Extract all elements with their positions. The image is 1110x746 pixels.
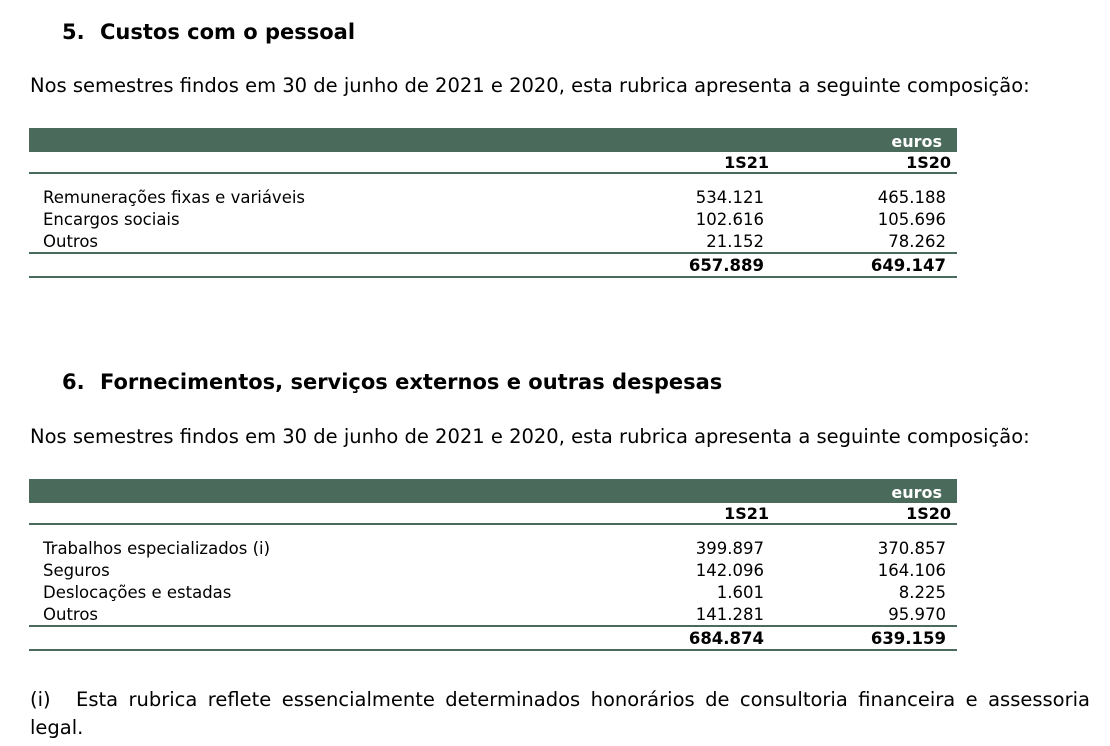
footnote: (i) Esta rubrica reflete essencialmente d… [30, 686, 1090, 742]
table-row: Seguros 142.096 164.106 [29, 559, 957, 581]
table-row: Outros 21.152 78.262 [29, 230, 957, 254]
section-6-intro: Nos semestres findos em 30 de junho de 2… [30, 425, 1030, 448]
value-1s21: 1.601 [716, 583, 764, 602]
table-header-band: euros [29, 128, 957, 152]
table-row: Trabalhos especializados (i) 399.897 370… [29, 537, 957, 559]
column-header-1s20: 1S20 [906, 153, 951, 172]
total-1s20: 639.159 [870, 629, 946, 648]
table-row: Outros 141.281 95.970 [29, 603, 957, 627]
footnote-mark: (i) [30, 688, 51, 711]
unit-label: euros [891, 483, 942, 502]
value-1s20: 105.696 [877, 210, 946, 229]
value-1s20: 78.262 [888, 232, 946, 251]
column-header-row: 1S21 1S20 [29, 152, 957, 174]
row-label: Outros [43, 232, 99, 251]
table-header-band: euros [29, 479, 957, 503]
value-1s21: 141.281 [695, 605, 764, 624]
section-5-heading: 5. Custos com o pessoal [62, 20, 355, 44]
value-1s21: 102.616 [695, 210, 764, 229]
column-header-1s20: 1S20 [906, 504, 951, 523]
value-1s20: 95.970 [888, 605, 946, 624]
column-header-1s21: 1S21 [724, 504, 769, 523]
total-1s21: 657.889 [688, 256, 764, 275]
row-label: Encargos sociais [43, 210, 180, 229]
unit-label: euros [891, 132, 942, 151]
section-5-number: 5. [62, 20, 85, 44]
row-label: Outros [43, 605, 99, 624]
value-1s20: 8.225 [898, 583, 946, 602]
value-1s21: 142.096 [695, 561, 764, 580]
row-label: Remunerações fixas e variáveis [43, 188, 306, 207]
section-6-number: 6. [62, 370, 85, 394]
section-6-heading: 6. Fornecimentos, serviços externos e out… [62, 370, 722, 394]
footnote-text: Esta rubrica reflete essencialmente dete… [30, 688, 1090, 739]
value-1s21: 399.897 [695, 539, 764, 558]
total-row: 657.889 649.147 [29, 254, 957, 278]
value-1s21: 534.121 [695, 188, 764, 207]
value-1s20: 370.857 [877, 539, 946, 558]
column-header-row: 1S21 1S20 [29, 503, 957, 525]
value-1s20: 164.106 [877, 561, 946, 580]
row-label: Deslocações e estadas [43, 583, 232, 602]
total-row: 684.874 639.159 [29, 627, 957, 651]
value-1s21: 21.152 [706, 232, 764, 251]
section-5-intro: Nos semestres findos em 30 de junho de 2… [30, 74, 1030, 97]
section-6-title: Fornecimentos, serviços externos e outra… [100, 370, 723, 394]
total-1s21: 684.874 [688, 629, 764, 648]
column-header-1s21: 1S21 [724, 153, 769, 172]
row-label: Seguros [43, 561, 110, 580]
table-row: Remunerações fixas e variáveis 534.121 4… [29, 186, 957, 208]
section-5-table: euros 1S21 1S20 Remunerações fixas e var… [29, 128, 957, 278]
total-1s20: 649.147 [870, 256, 946, 275]
table-row: Deslocações e estadas 1.601 8.225 [29, 581, 957, 603]
section-5-title: Custos com o pessoal [100, 20, 356, 44]
value-1s20: 465.188 [877, 188, 946, 207]
table-row: Encargos sociais 102.616 105.696 [29, 208, 957, 230]
section-6-table: euros 1S21 1S20 Trabalhos especializados… [29, 479, 957, 651]
row-label: Trabalhos especializados (i) [43, 539, 271, 558]
